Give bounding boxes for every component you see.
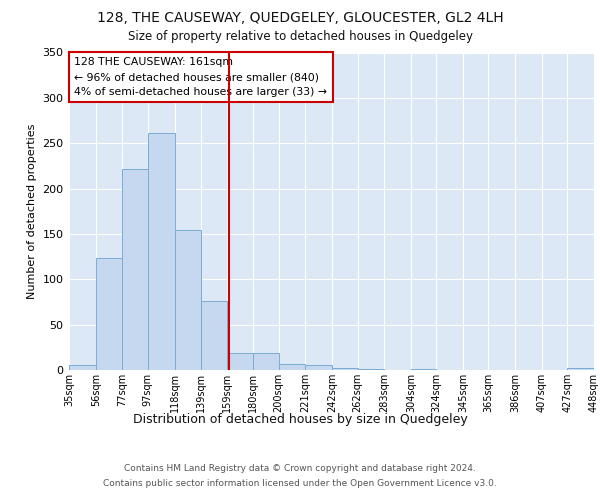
Bar bbox=[122, 168, 148, 370]
Bar bbox=[69, 366, 95, 370]
Bar bbox=[227, 353, 253, 370]
Bar bbox=[358, 369, 384, 370]
Bar bbox=[95, 258, 122, 370]
Text: 128, THE CAUSEWAY, QUEDGELEY, GLOUCESTER, GL2 4LH: 128, THE CAUSEWAY, QUEDGELEY, GLOUCESTER… bbox=[97, 12, 503, 26]
Bar bbox=[175, 230, 201, 370]
Bar bbox=[148, 133, 175, 370]
Text: Size of property relative to detached houses in Quedgeley: Size of property relative to detached ho… bbox=[128, 30, 473, 43]
Bar bbox=[332, 368, 358, 370]
Bar bbox=[253, 353, 279, 370]
Text: Contains HM Land Registry data © Crown copyright and database right 2024.: Contains HM Land Registry data © Crown c… bbox=[124, 464, 476, 473]
Bar bbox=[411, 369, 436, 370]
Bar bbox=[568, 368, 594, 370]
Text: 128 THE CAUSEWAY: 161sqm
← 96% of detached houses are smaller (840)
4% of semi-d: 128 THE CAUSEWAY: 161sqm ← 96% of detach… bbox=[74, 58, 327, 97]
Bar bbox=[279, 364, 305, 370]
Text: Distribution of detached houses by size in Quedgeley: Distribution of detached houses by size … bbox=[133, 412, 467, 426]
Bar bbox=[201, 301, 227, 370]
Text: Contains public sector information licensed under the Open Government Licence v3: Contains public sector information licen… bbox=[103, 479, 497, 488]
Y-axis label: Number of detached properties: Number of detached properties bbox=[27, 124, 37, 299]
Bar bbox=[305, 366, 332, 370]
